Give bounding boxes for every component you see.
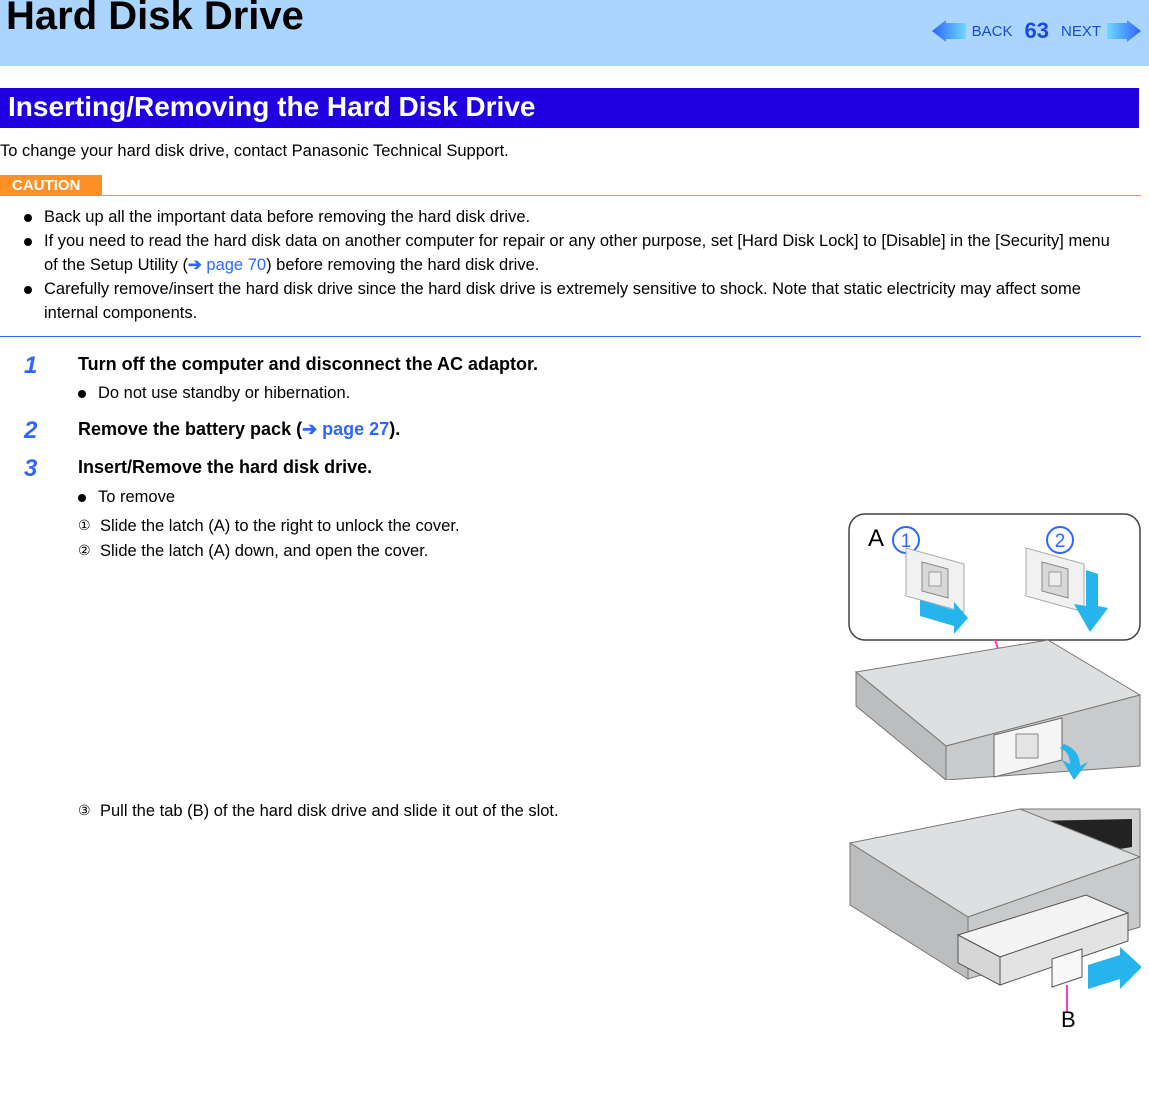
diagram-column: A 1 2 bbox=[848, 510, 1141, 1032]
back-arrow-icon[interactable] bbox=[932, 19, 966, 43]
caution-label: CAUTION bbox=[0, 175, 102, 196]
circle-item: ① Slide the latch (A) to the right to unl… bbox=[78, 514, 836, 540]
diagram-label-a: A bbox=[868, 525, 884, 552]
step-1: 1 Turn off the computer and disconnect t… bbox=[24, 353, 1149, 406]
circle-item: ② Slide the latch (A) down, and open the … bbox=[78, 539, 836, 565]
page-link[interactable]: page 27 bbox=[322, 419, 389, 439]
step-number: 2 bbox=[24, 418, 46, 444]
caution-item-text: ) before removing the hard disk drive. bbox=[266, 256, 539, 274]
caution-item: Back up all the important data before re… bbox=[24, 206, 1127, 230]
caution-item: If you need to read the hard disk data o… bbox=[24, 230, 1127, 278]
next-arrow-icon[interactable] bbox=[1107, 19, 1141, 43]
content-area: Inserting/Removing the Hard Disk Drive T… bbox=[0, 66, 1149, 1032]
circle-item-text: Slide the latch (A) to the right to unlo… bbox=[100, 517, 460, 535]
step-title: Turn off the computer and disconnect the… bbox=[78, 353, 1149, 376]
circle-number-icon: ① bbox=[78, 515, 91, 537]
back-label[interactable]: BACK bbox=[972, 23, 1013, 40]
step-title: Remove the battery pack (➔ page 27). bbox=[78, 418, 1149, 441]
circle-number-list: ① Slide the latch (A) to the right to unl… bbox=[78, 514, 836, 565]
spacer bbox=[78, 565, 836, 795]
step-title-text: ). bbox=[389, 419, 400, 439]
header-bar: Hard Disk Drive BACK 63 NEXT bbox=[0, 0, 1149, 66]
page-link[interactable]: page 70 bbox=[206, 256, 266, 274]
nav-group: BACK 63 NEXT bbox=[932, 18, 1141, 44]
caution-rule-bottom bbox=[0, 336, 1141, 337]
diagram-circle-2: 2 bbox=[1055, 531, 1066, 552]
drive-pull-diagram: B bbox=[848, 807, 1141, 1027]
next-label[interactable]: NEXT bbox=[1061, 23, 1101, 40]
step-bullet-item: Do not use standby or hibernation. bbox=[78, 382, 1149, 406]
diagram-label-b: B bbox=[1061, 1007, 1076, 1027]
caution-rule-top bbox=[0, 195, 1141, 196]
caution-list: Back up all the important data before re… bbox=[24, 206, 1127, 326]
page-title: Hard Disk Drive bbox=[6, 0, 304, 36]
latch-diagram: A 1 2 bbox=[848, 510, 1141, 780]
step-body: Turn off the computer and disconnect the… bbox=[78, 353, 1149, 406]
step-3: 3 Insert/Remove the hard disk drive. To … bbox=[24, 456, 1149, 1031]
arrow-icon: ➔ bbox=[302, 419, 322, 439]
step-number: 3 bbox=[24, 456, 46, 1031]
step-body: Insert/Remove the hard disk drive. To re… bbox=[78, 456, 1149, 1031]
step-2: 2 Remove the battery pack (➔ page 27). bbox=[24, 418, 1149, 444]
circle-number-icon: ② bbox=[78, 540, 91, 562]
circle-item-text: Pull the tab (B) of the hard disk drive … bbox=[100, 802, 559, 820]
step-bullet-list: Do not use standby or hibernation. bbox=[78, 382, 1149, 406]
step-title-text: Remove the battery pack ( bbox=[78, 419, 302, 439]
step-bullet-list: To remove bbox=[78, 486, 1149, 510]
section-title: Inserting/Removing the Hard Disk Drive bbox=[0, 88, 1139, 128]
step-title: Insert/Remove the hard disk drive. bbox=[78, 456, 1149, 479]
intro-text: To change your hard disk drive, contact … bbox=[0, 142, 1149, 161]
step-bullet-item: To remove bbox=[78, 486, 1149, 510]
circle-number-icon: ③ bbox=[78, 800, 91, 822]
page-number: 63 bbox=[1025, 18, 1049, 44]
spacer bbox=[78, 824, 836, 904]
step3-row-1: ① Slide the latch (A) to the right to unl… bbox=[78, 510, 1149, 1032]
step-body: Remove the battery pack (➔ page 27). bbox=[78, 418, 1149, 444]
arrow-icon: ➔ bbox=[188, 256, 206, 274]
caution-item: Carefully remove/insert the hard disk dr… bbox=[24, 278, 1127, 326]
circle-number-list: ③ Pull the tab (B) of the hard disk drive… bbox=[78, 799, 836, 825]
caution-block: CAUTION Back up all the important data b… bbox=[0, 175, 1149, 337]
circle-item-text: Slide the latch (A) down, and open the c… bbox=[100, 542, 428, 560]
circle-item: ③ Pull the tab (B) of the hard disk drive… bbox=[78, 799, 836, 825]
step-number: 1 bbox=[24, 353, 46, 406]
step3-text-col: ① Slide the latch (A) to the right to unl… bbox=[78, 510, 836, 905]
